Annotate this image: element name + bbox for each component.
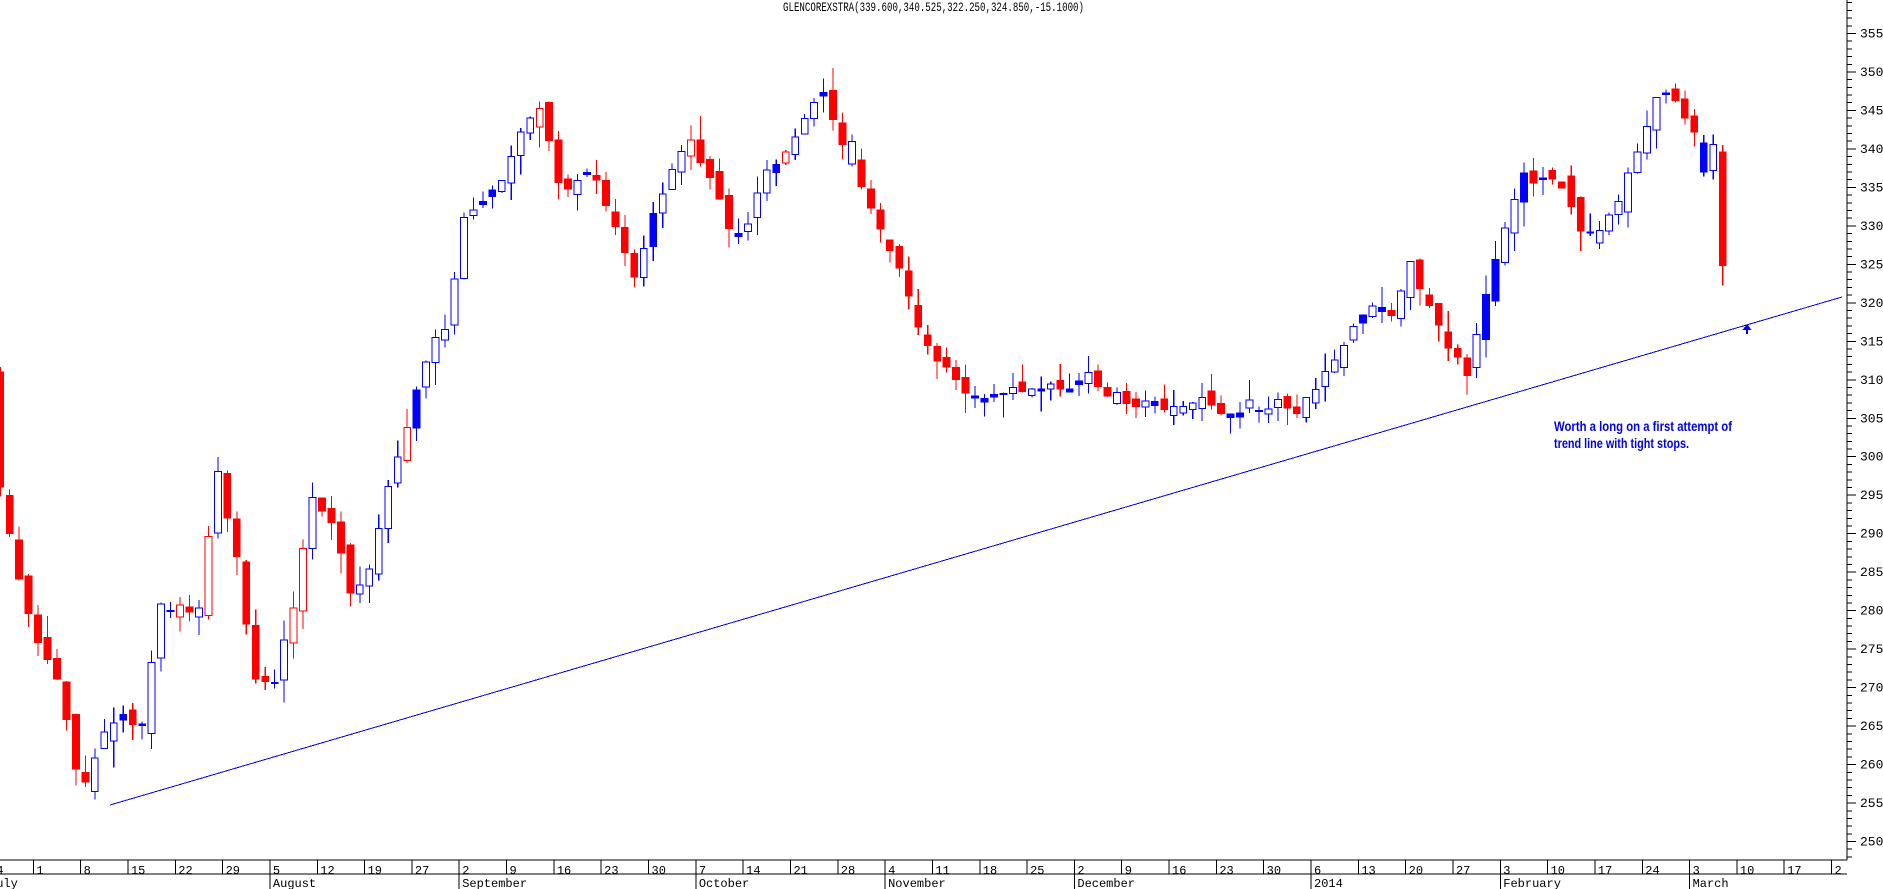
svg-text:8: 8 (84, 864, 91, 878)
svg-text:355: 355 (1860, 26, 1883, 41)
svg-text:18: 18 (983, 864, 997, 878)
svg-text:Worth a long on a first attemp: Worth a long on a first attempt of (1554, 418, 1732, 434)
svg-text:2: 2 (1077, 864, 1084, 878)
svg-text:23: 23 (604, 864, 618, 878)
svg-text:7: 7 (699, 864, 706, 878)
svg-text:27: 27 (415, 864, 429, 878)
svg-text:10: 10 (1551, 864, 1565, 878)
svg-text:21: 21 (793, 864, 807, 878)
svg-text:August: August (273, 877, 316, 889)
svg-text:5: 5 (273, 864, 280, 878)
svg-text:24: 24 (1645, 864, 1659, 878)
svg-text:September: September (462, 877, 527, 889)
svg-text:25: 25 (1030, 864, 1044, 878)
svg-text:305: 305 (1860, 411, 1883, 426)
svg-text:260: 260 (1860, 758, 1883, 773)
svg-text:255: 255 (1860, 796, 1883, 811)
svg-text:280: 280 (1860, 604, 1883, 619)
svg-text:December: December (1077, 877, 1135, 889)
svg-text:4: 4 (888, 864, 895, 878)
svg-text:6: 6 (1314, 864, 1321, 878)
svg-text:20: 20 (1409, 864, 1423, 878)
svg-text:16: 16 (1172, 864, 1186, 878)
svg-text:330: 330 (1860, 219, 1883, 234)
svg-text:2: 2 (1835, 864, 1842, 878)
svg-text:27: 27 (1456, 864, 1470, 878)
svg-text:GLENCOREXSTRA(339.600,340.525,: GLENCOREXSTRA(339.600,340.525,322.250,32… (783, 0, 1084, 15)
svg-text:trend line with tight stops.: trend line with tight stops. (1554, 435, 1689, 451)
svg-text:February: February (1503, 877, 1561, 889)
svg-text:30: 30 (652, 864, 666, 878)
svg-text:17: 17 (1787, 864, 1801, 878)
svg-text:12: 12 (320, 864, 334, 878)
svg-text:28: 28 (841, 864, 855, 878)
svg-text:2: 2 (462, 864, 469, 878)
svg-text:265: 265 (1860, 719, 1883, 734)
svg-text:14: 14 (746, 864, 760, 878)
svg-text:13: 13 (1361, 864, 1375, 878)
svg-text:March: March (1693, 877, 1729, 889)
svg-text:320: 320 (1860, 296, 1883, 311)
svg-text:10: 10 (1740, 864, 1754, 878)
svg-text:250: 250 (1860, 835, 1883, 850)
svg-text:1: 1 (36, 864, 43, 878)
svg-text:310: 310 (1860, 373, 1883, 388)
svg-text:23: 23 (1219, 864, 1233, 878)
svg-text:315: 315 (1860, 334, 1883, 349)
svg-text:30: 30 (1267, 864, 1281, 878)
svg-text:300: 300 (1860, 450, 1883, 465)
svg-text:24: 24 (0, 864, 3, 878)
svg-text:3: 3 (1693, 864, 1700, 878)
svg-text:2014: 2014 (1314, 877, 1343, 889)
svg-text:345: 345 (1860, 103, 1883, 118)
svg-text:295: 295 (1860, 488, 1883, 503)
svg-text:9: 9 (510, 864, 517, 878)
svg-text:15: 15 (131, 864, 145, 878)
svg-text:11: 11 (935, 864, 949, 878)
svg-text:270: 270 (1860, 681, 1883, 696)
svg-text:22: 22 (178, 864, 192, 878)
svg-text:16: 16 (557, 864, 571, 878)
svg-text:290: 290 (1860, 527, 1883, 542)
svg-text:17: 17 (1598, 864, 1612, 878)
svg-text:3: 3 (1503, 864, 1510, 878)
svg-text:340: 340 (1860, 142, 1883, 157)
svg-text:350: 350 (1860, 65, 1883, 80)
svg-text:29: 29 (226, 864, 240, 878)
svg-text:285: 285 (1860, 565, 1883, 580)
svg-text:9: 9 (1125, 864, 1132, 878)
svg-text:November: November (888, 877, 946, 889)
svg-text:335: 335 (1860, 180, 1883, 195)
svg-text:325: 325 (1860, 257, 1883, 272)
svg-text:October: October (699, 877, 749, 889)
svg-text:275: 275 (1860, 642, 1883, 657)
svg-text:19: 19 (368, 864, 382, 878)
svg-text:July: July (0, 877, 18, 889)
